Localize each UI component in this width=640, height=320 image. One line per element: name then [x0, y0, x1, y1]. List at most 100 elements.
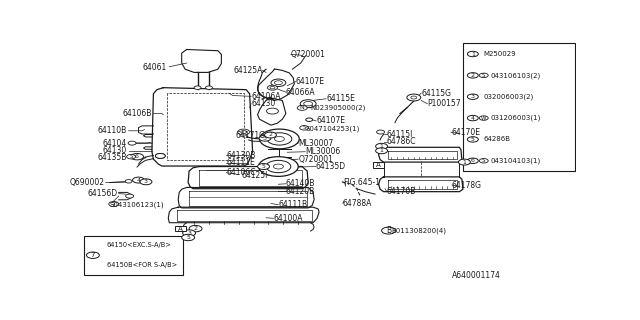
Circle shape	[140, 179, 152, 185]
Circle shape	[467, 137, 478, 142]
Text: N023905000(2): N023905000(2)	[310, 105, 366, 111]
Text: 64286B: 64286B	[484, 136, 511, 142]
Text: B011308200(4): B011308200(4)	[392, 228, 447, 234]
Text: 64788A: 64788A	[343, 199, 372, 208]
Text: 64115I: 64115I	[387, 130, 413, 139]
Text: 3: 3	[187, 230, 191, 236]
Text: 1: 1	[380, 148, 383, 153]
Text: S: S	[129, 154, 133, 159]
Text: 64150B<FOR S-A/B>: 64150B<FOR S-A/B>	[107, 262, 177, 268]
Text: 64130B: 64130B	[227, 151, 256, 160]
Text: 64156D: 64156D	[87, 189, 117, 198]
Circle shape	[275, 81, 282, 85]
Text: 64120B: 64120B	[286, 187, 315, 196]
Text: 1: 1	[463, 160, 467, 164]
Text: 64100A: 64100A	[273, 214, 303, 223]
Circle shape	[306, 118, 312, 121]
Circle shape	[237, 129, 250, 135]
Text: 5: 5	[186, 235, 190, 240]
Text: 64115E: 64115E	[326, 94, 355, 103]
Circle shape	[376, 143, 388, 149]
Text: 64125A: 64125A	[233, 66, 262, 75]
Text: P100157: P100157	[428, 99, 461, 108]
Text: 2: 2	[268, 132, 273, 138]
Circle shape	[125, 180, 132, 183]
Text: S043106123(1): S043106123(1)	[110, 202, 164, 208]
Text: 1: 1	[380, 144, 383, 149]
Circle shape	[128, 141, 136, 145]
Circle shape	[304, 101, 312, 106]
Circle shape	[467, 94, 478, 100]
Text: S: S	[303, 125, 306, 130]
Text: 64171G: 64171G	[236, 131, 266, 140]
Bar	[84, 236, 183, 275]
Circle shape	[132, 177, 145, 183]
Circle shape	[109, 202, 118, 206]
Circle shape	[257, 164, 269, 170]
Circle shape	[297, 105, 307, 110]
Text: B: B	[386, 226, 391, 235]
Circle shape	[259, 135, 271, 141]
Text: ML30006: ML30006	[305, 147, 340, 156]
Text: S: S	[482, 73, 486, 78]
Circle shape	[259, 157, 298, 176]
Text: 2: 2	[471, 73, 475, 78]
Text: 64111B: 64111B	[278, 200, 308, 209]
Circle shape	[467, 73, 478, 78]
Circle shape	[266, 160, 291, 173]
Circle shape	[241, 131, 246, 133]
Circle shape	[264, 132, 276, 138]
Circle shape	[376, 130, 385, 134]
Text: 5: 5	[471, 137, 475, 142]
Text: 64786C: 64786C	[387, 137, 416, 146]
Circle shape	[381, 227, 396, 234]
Circle shape	[156, 154, 165, 158]
Text: 64130: 64130	[103, 146, 127, 155]
Text: W: W	[481, 116, 486, 121]
Text: 64106B: 64106B	[122, 109, 152, 118]
Text: 1: 1	[471, 52, 475, 57]
Circle shape	[271, 79, 286, 86]
Text: 64170E: 64170E	[451, 128, 480, 137]
Circle shape	[411, 96, 417, 99]
Text: 64135D: 64135D	[316, 162, 346, 171]
Text: 64110B: 64110B	[98, 126, 127, 135]
Text: 043104103(1): 043104103(1)	[491, 157, 541, 164]
Text: 7: 7	[91, 252, 95, 258]
Text: 032006003(2): 032006003(2)	[484, 93, 534, 100]
Circle shape	[189, 225, 202, 232]
Text: 64125I: 64125I	[241, 171, 268, 180]
FancyBboxPatch shape	[373, 162, 384, 167]
Text: 64061: 64061	[143, 63, 167, 72]
Text: M250029: M250029	[484, 51, 516, 57]
Text: 6: 6	[135, 154, 139, 159]
Text: 2: 2	[193, 226, 198, 231]
Text: 64106A: 64106A	[251, 92, 280, 101]
Text: S047104253(1): S047104253(1)	[305, 125, 360, 132]
Circle shape	[182, 234, 195, 241]
Text: 64111E: 64111E	[227, 158, 255, 167]
Text: S: S	[482, 158, 486, 163]
Bar	[463, 43, 575, 172]
Circle shape	[300, 100, 316, 108]
Text: 5: 5	[262, 164, 266, 169]
Circle shape	[300, 126, 308, 130]
Circle shape	[467, 51, 478, 57]
Circle shape	[267, 133, 292, 145]
Circle shape	[467, 115, 478, 121]
Circle shape	[266, 108, 278, 114]
Text: ML30007: ML30007	[298, 139, 333, 148]
Circle shape	[125, 194, 134, 198]
Circle shape	[467, 158, 478, 164]
Text: 043106103(2): 043106103(2)	[491, 72, 541, 79]
Text: 64150<EXC.S-A/B>: 64150<EXC.S-A/B>	[107, 242, 172, 248]
Text: 64135B: 64135B	[98, 153, 127, 163]
Text: 3: 3	[263, 136, 267, 141]
Circle shape	[131, 154, 143, 160]
Text: 64066A: 64066A	[286, 88, 316, 97]
Circle shape	[268, 85, 277, 90]
Circle shape	[479, 73, 488, 77]
Text: 64104: 64104	[103, 139, 127, 148]
Circle shape	[194, 86, 201, 89]
Text: Q690002: Q690002	[70, 178, 105, 187]
